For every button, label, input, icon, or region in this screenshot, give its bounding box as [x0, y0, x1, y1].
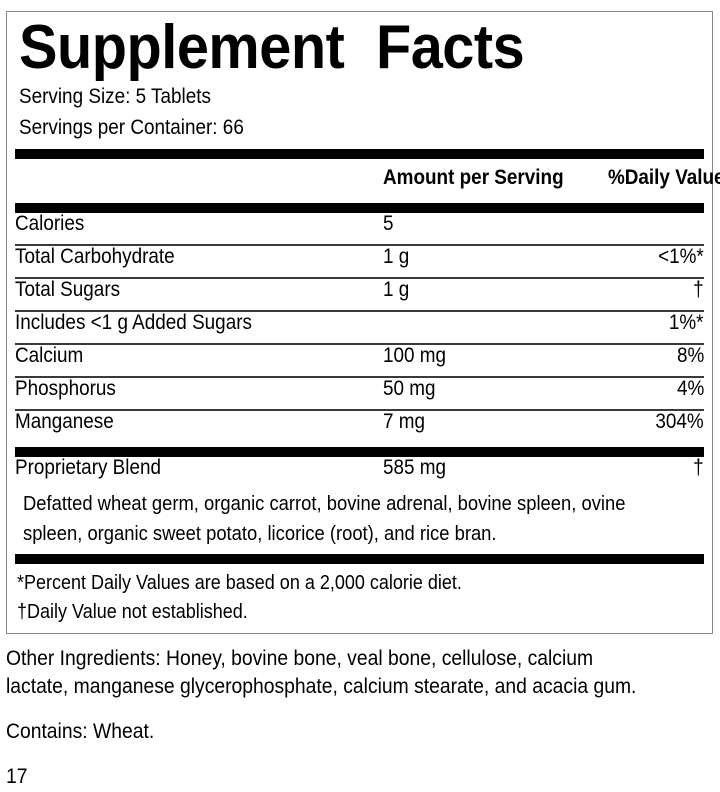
nutrient-dv-cell: 1%*: [595, 312, 704, 343]
nutrient-dv: 8%: [676, 343, 704, 367]
nutrient-name: Calcium: [15, 343, 84, 367]
nutrient-dv: 1%*: [669, 310, 704, 334]
header-amount-per-serving: Amount per Serving: [380, 159, 595, 198]
row-separator: [15, 375, 704, 378]
nutrient-dv-cell: †: [595, 279, 704, 310]
title-word-facts: Facts: [375, 13, 525, 82]
nutrient-dv-cell: <1%*: [595, 246, 704, 277]
nutrient-name: Total Sugars: [15, 277, 121, 301]
rule-above-blend: [15, 446, 704, 457]
footnote-percent-daily-value: *Percent Daily Values are based on a 2,0…: [17, 571, 462, 594]
nutrient-amount: 100 mg: [383, 343, 447, 367]
nutrient-amount: 1 g: [383, 244, 410, 268]
nutrient-name-cell: Total Sugars: [15, 279, 380, 310]
nutrient-dv-cell: 4%: [595, 378, 704, 409]
nutrient-amount-cell: 1 g: [380, 279, 595, 310]
nutrient-amount: 7 mg: [383, 409, 426, 433]
label-footer: Other Ingredients: Honey, bovine bone, v…: [6, 645, 713, 792]
proprietary-blend-table: Proprietary Blend 585 mg †: [15, 457, 704, 488]
rule-above-footnotes: [15, 553, 704, 564]
nutrient-name-cell: Includes <1 g Added Sugars: [15, 312, 380, 343]
nutrient-name: Manganese: [15, 409, 114, 433]
nutrient-amount: 5: [383, 211, 394, 235]
rule-thin: [15, 342, 704, 345]
nutrient-amount-cell: 5: [380, 213, 595, 244]
blend-name: Proprietary Blend: [15, 455, 162, 479]
rule-thin: [15, 276, 704, 279]
table-row: Calcium 100 mg 8%: [15, 345, 704, 376]
table-row: Includes <1 g Added Sugars 1%*: [15, 312, 704, 343]
other-ingredients: Other Ingredients: Honey, bovine bone, v…: [6, 647, 637, 698]
supplement-facts-box: Supplement Facts Serving Size: 5 Tablets …: [6, 11, 720, 634]
blend-dv: †: [693, 455, 704, 479]
blend-amount: 585 mg: [383, 455, 447, 479]
table-header-row: Amount per Serving %Daily Value: [15, 159, 720, 198]
nutrient-amount-cell: 7 mg: [380, 411, 595, 442]
nutrient-amount-cell: 1 g: [380, 246, 595, 277]
nutrient-name-cell: Manganese: [15, 411, 380, 442]
row-separator: [15, 408, 704, 411]
nutrient-dv: <1%*: [658, 244, 704, 268]
header-amount-label: Amount per Serving: [383, 165, 564, 189]
nutrient-dv-cell: 304%: [595, 411, 704, 442]
table-row: Phosphorus 50 mg 4%: [15, 378, 704, 409]
nutrient-name: Phosphorus: [15, 376, 116, 400]
nutrient-amount-cell: 100 mg: [380, 345, 595, 376]
nutrient-dv: 4%: [676, 376, 704, 400]
nutrient-dv: 304%: [655, 409, 704, 433]
table-row: Proprietary Blend 585 mg †: [15, 457, 704, 488]
nutrient-name-cell: Phosphorus: [15, 378, 380, 409]
page-number: 17: [6, 765, 28, 789]
nutrient-name-cell: Total Carbohydrate: [15, 246, 380, 277]
header-daily-value-label: %Daily Value: [607, 165, 720, 189]
nutrient-dv-cell: [595, 213, 704, 244]
servings-per-container: Servings per Container: 66: [19, 115, 244, 139]
blend-name-cell: Proprietary Blend: [15, 457, 380, 488]
nutrient-dv: †: [693, 277, 704, 301]
row-separator: [15, 276, 704, 279]
blend-ingredients: Defatted wheat germ, organic carrot, bov…: [23, 492, 626, 545]
header-blank-cell: [15, 159, 380, 198]
table-row: Manganese 7 mg 304%: [15, 411, 704, 442]
blend-amount-cell: 585 mg: [380, 457, 595, 488]
nutrient-name: Includes <1 g Added Sugars: [15, 310, 252, 334]
rule-above-headers: [15, 148, 704, 159]
footnote-dagger: †Daily Value not established.: [17, 600, 248, 623]
contains-statement: Contains: Wheat.: [6, 719, 155, 743]
nutrient-dv-cell: 8%: [595, 345, 704, 376]
facts-header-table: Amount per Serving %Daily Value: [15, 159, 720, 198]
title-word-supplement: Supplement: [19, 13, 345, 82]
footnotes: *Percent Daily Values are based on a 2,0…: [15, 564, 704, 627]
row-separator: [15, 309, 704, 312]
table-row: Total Carbohydrate 1 g <1%*: [15, 246, 704, 277]
header-daily-value: %Daily Value: [595, 159, 720, 198]
nutrient-name: Calories: [15, 211, 85, 235]
row-separator: [15, 243, 704, 246]
nutrient-table: Calories 5 Total Carbohydrate 1 g: [15, 213, 704, 442]
rule-thin: [15, 309, 704, 312]
nutrient-amount: 50 mg: [383, 376, 436, 400]
table-row: Total Sugars 1 g †: [15, 279, 704, 310]
nutrient-name-cell: Calcium: [15, 345, 380, 376]
rule-below-headers: [15, 202, 704, 213]
nutrient-amount-cell: 50 mg: [380, 378, 595, 409]
rule-thin: [15, 408, 704, 411]
serving-size: Serving Size: 5 Tablets: [19, 84, 211, 108]
nutrient-amount-cell: [380, 312, 595, 343]
table-row: Calories 5: [15, 213, 704, 244]
nutrient-amount: 1 g: [383, 277, 410, 301]
page-title: Supplement Facts: [19, 17, 656, 79]
nutrient-name: Total Carbohydrate: [15, 244, 175, 268]
blend-dv-cell: †: [595, 457, 704, 488]
rule-thin: [15, 375, 704, 378]
nutrient-name-cell: Calories: [15, 213, 380, 244]
row-separator: [15, 342, 704, 345]
rule-thin: [15, 243, 704, 246]
